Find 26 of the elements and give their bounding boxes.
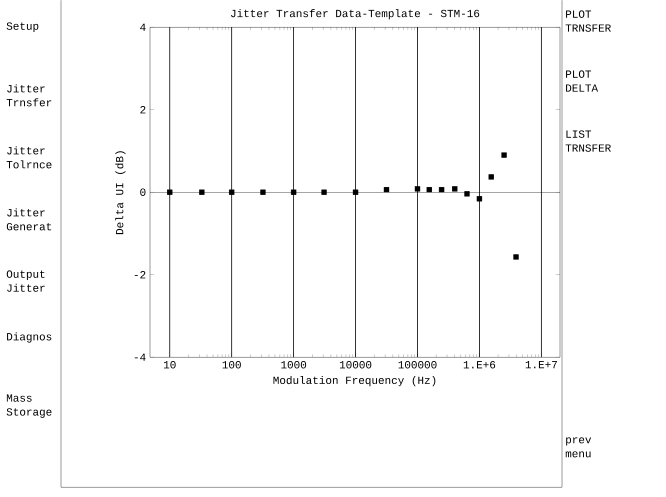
- text: PLOT TRNSFER: [566, 10, 611, 32]
- text: LIST TRNSFER: [566, 130, 611, 152]
- text: Jitter Generat: [6, 208, 52, 230]
- x-tick-label: 1.E+6: [464, 360, 496, 368]
- text: Jitter Tolrnce: [6, 146, 52, 168]
- x-tick-label: 100: [222, 360, 241, 368]
- y-tick-label: 0: [140, 188, 146, 196]
- x-axis-title: Modulation Frequency (Hz): [273, 376, 436, 386]
- x-tick-label: 1000: [281, 360, 306, 368]
- x-tick-label: 10000: [340, 360, 372, 368]
- y-tick-label: 2: [140, 106, 146, 114]
- text: prev menu: [566, 437, 592, 458]
- text: Mass Storage: [6, 394, 52, 418]
- y-tick-label: 4: [140, 24, 146, 31]
- x-tick-label: 10: [164, 360, 176, 368]
- chart-title: Jitter Transfer Data-Template - STM-16: [230, 9, 480, 20]
- y-axis-title: Delta UI (dB): [115, 151, 126, 234]
- text: Diagnos: [7, 332, 52, 342]
- y-tick-label: -2: [134, 270, 146, 278]
- text: Output Jitter: [6, 270, 45, 292]
- x-tick-label: 1.E+7: [526, 360, 557, 368]
- y-tick-label: -4: [134, 353, 146, 361]
- x-tick-label: 100000: [398, 360, 437, 368]
- text: Jitter Trnsfer: [6, 84, 52, 106]
- text: Setup: [6, 22, 38, 32]
- text: PLOT DELTA: [566, 70, 598, 92]
